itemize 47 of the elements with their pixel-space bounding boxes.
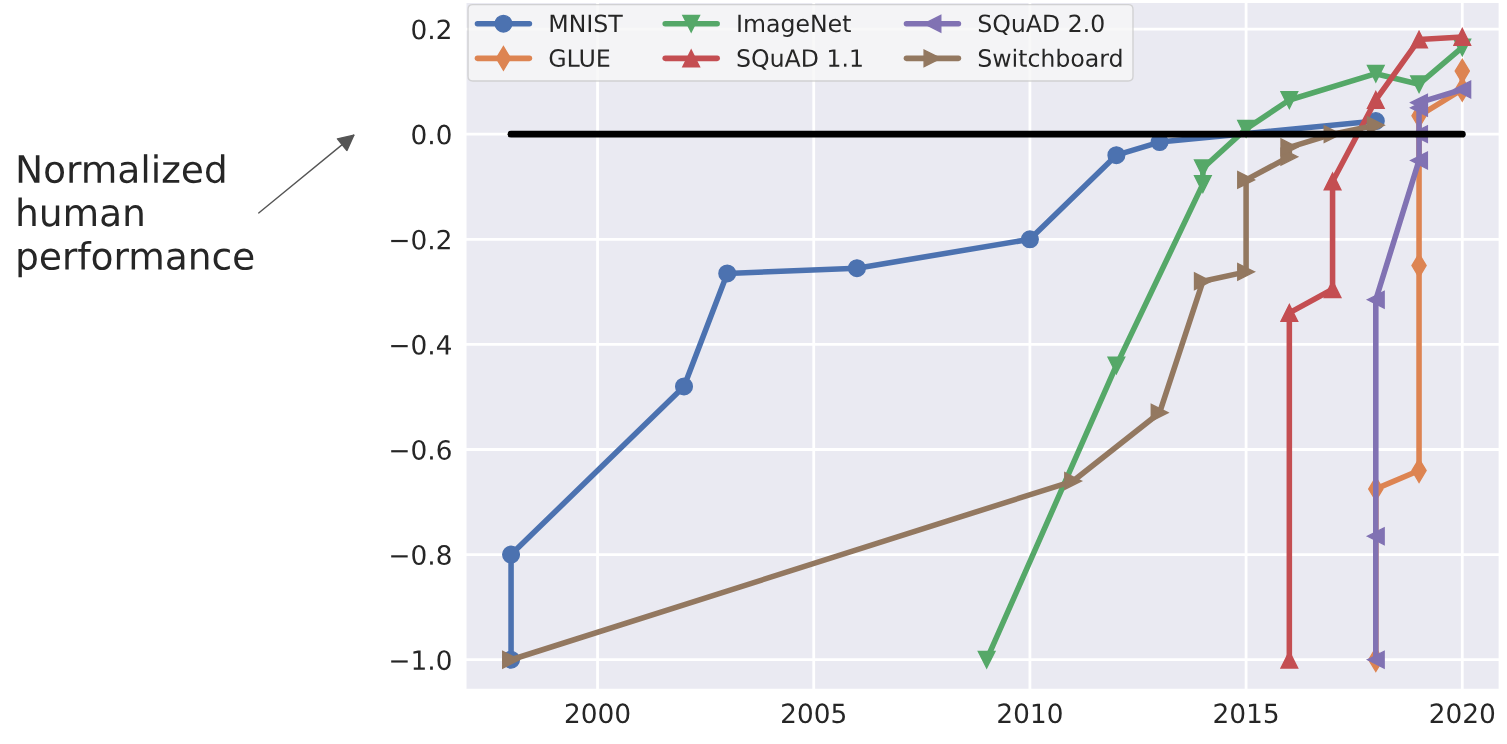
point [1410, 93, 1429, 112]
point [1366, 527, 1385, 546]
legend-label: MNIST [550, 14, 623, 33]
legend-label: GLUE [549, 49, 610, 67]
point [847, 259, 866, 278]
y-tick-label: −0.6 [391, 439, 451, 460]
text: Normalized human performance [18, 154, 254, 278]
point [1453, 80, 1472, 99]
point [1323, 172, 1342, 191]
x-tick-label: 2000 [565, 703, 630, 724]
point [502, 545, 521, 564]
point [1366, 64, 1385, 83]
x-tick-label: 2005 [782, 703, 845, 724]
y-tick-label: 0.2 [412, 19, 450, 40]
point [1064, 472, 1083, 491]
point [1366, 650, 1385, 669]
point [674, 377, 694, 396]
point [1193, 272, 1212, 291]
x-tick-label: 2015 [1214, 703, 1278, 724]
y-tick-label: −0.2 [391, 229, 450, 250]
y-tick-label: 0.0 [412, 124, 451, 145]
legend-label: SQuAD 2.0 [978, 14, 1104, 36]
point [1237, 262, 1256, 281]
point [1410, 151, 1429, 170]
legend-label: ImageNet [738, 14, 851, 37]
point [1280, 138, 1299, 157]
point [1193, 175, 1212, 194]
point [1280, 303, 1299, 322]
y-tick-label: −0.8 [391, 545, 451, 566]
point [1366, 290, 1385, 309]
point [1020, 230, 1039, 249]
y-tick-label: −1.0 [391, 650, 451, 671]
point [718, 264, 737, 283]
point [1237, 170, 1256, 189]
point [1453, 27, 1472, 46]
x-tick-label: 2020 [1430, 703, 1495, 724]
point [1107, 356, 1126, 375]
point [1150, 403, 1169, 422]
legend-label: SQuAD 1.1 [737, 49, 862, 70]
point [1107, 146, 1126, 165]
x-tick-label: 2010 [998, 703, 1062, 724]
point [977, 650, 996, 669]
point [1366, 90, 1385, 110]
legend-label: Switchboard [978, 48, 1122, 67]
point [1410, 30, 1429, 49]
point [1280, 90, 1299, 110]
y-tick-label: −0.4 [391, 334, 451, 355]
